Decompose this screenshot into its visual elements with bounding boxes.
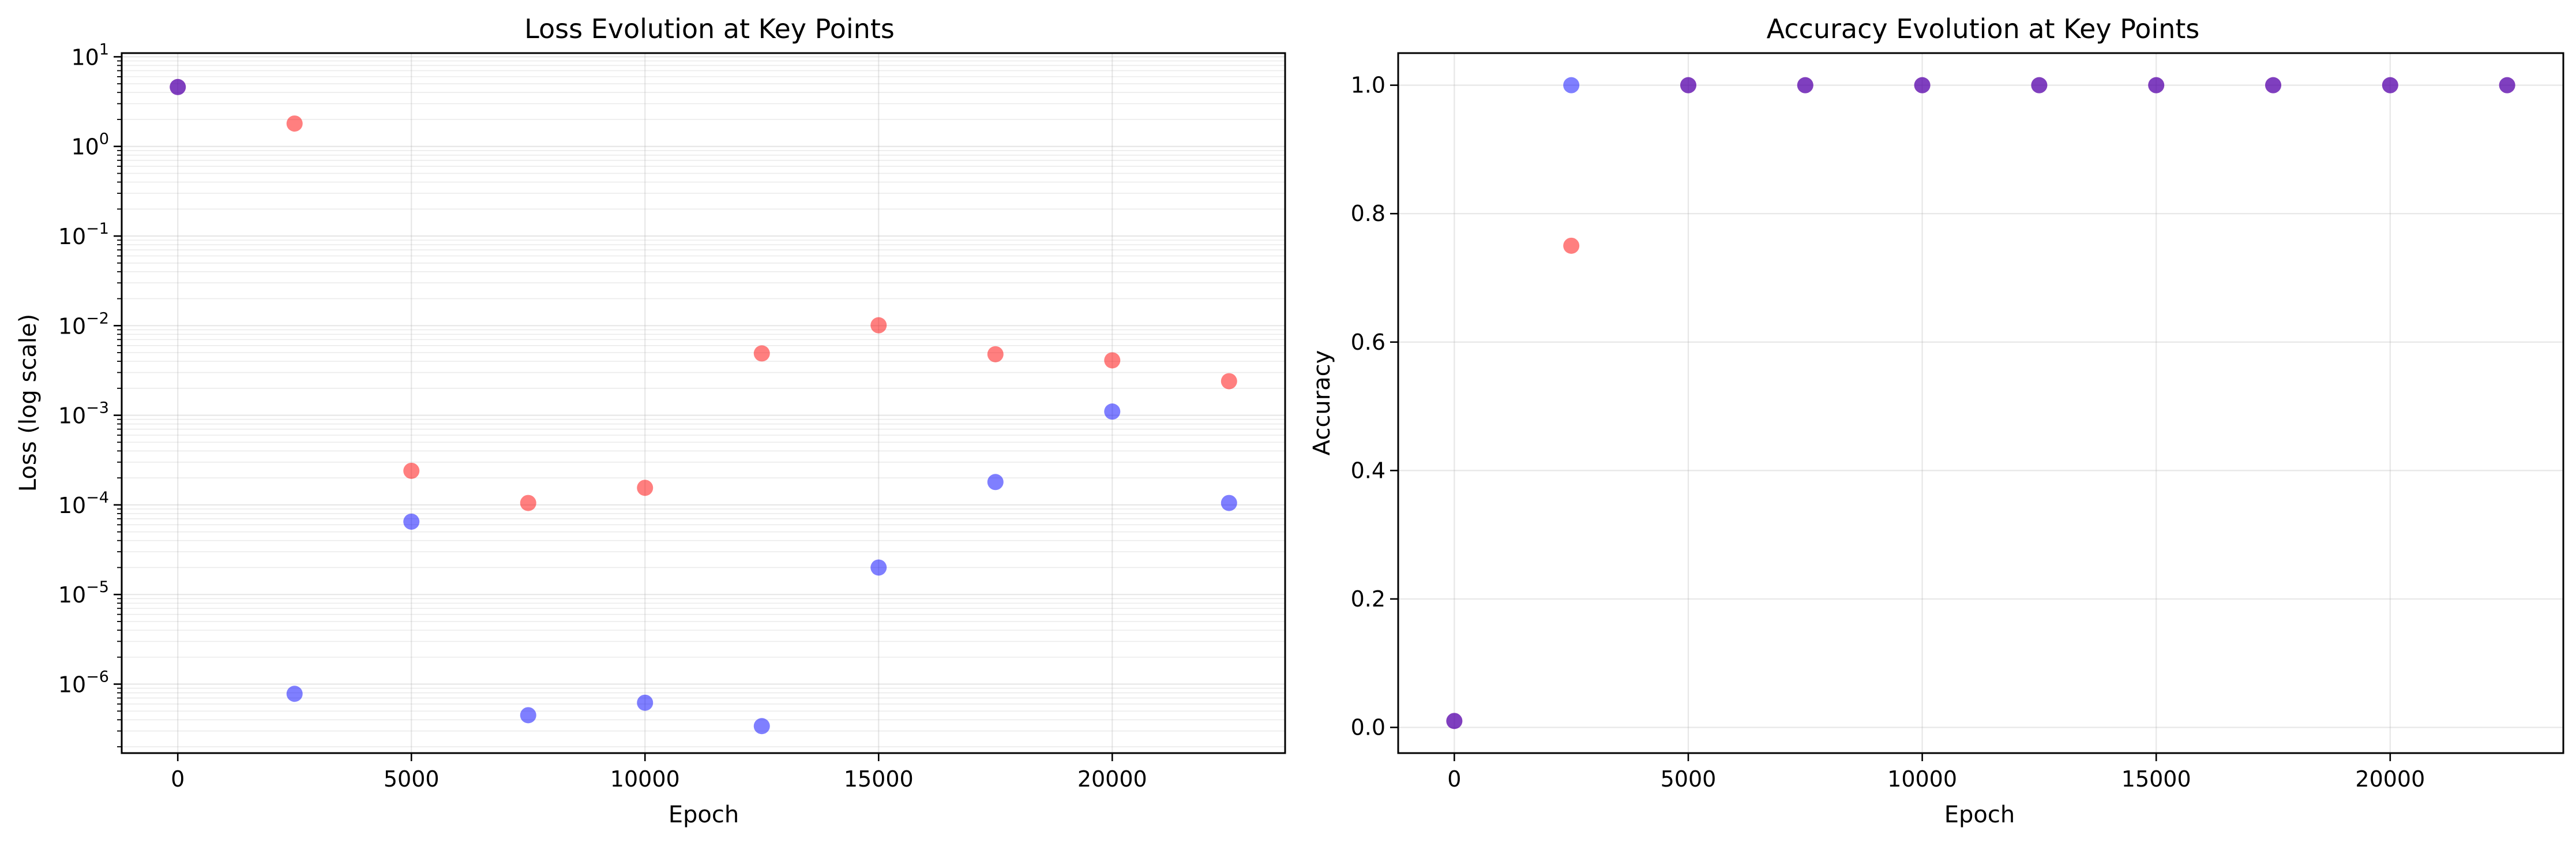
x-tick-label: 15000 xyxy=(844,766,914,792)
plot-frame xyxy=(1397,52,2564,754)
x-axis-label: Epoch xyxy=(1944,802,2015,828)
scatter-point xyxy=(1221,495,1237,511)
x-tick-label: 0 xyxy=(1447,766,1461,792)
y-tick-label: 101 xyxy=(71,40,109,70)
scatter-point xyxy=(2265,77,2282,93)
scatter-point xyxy=(1104,352,1121,369)
y-tick-label: 10−2 xyxy=(58,309,109,339)
y-tick-label: 10−4 xyxy=(58,489,109,518)
plot-frame xyxy=(121,52,1286,754)
scatter-point xyxy=(870,559,887,576)
y-tick-label: 10−3 xyxy=(58,399,109,429)
chart-title: Accuracy Evolution at Key Points xyxy=(1767,13,2200,44)
scatter-point xyxy=(753,718,770,735)
y-axis-label: Loss (log scale) xyxy=(15,314,42,492)
scatter-point xyxy=(2382,77,2398,93)
scatter-point xyxy=(1797,77,1813,93)
scatter-point xyxy=(403,462,420,479)
scatter-point xyxy=(520,707,536,724)
scatter-point xyxy=(637,694,654,711)
y-tick-label: 100 xyxy=(71,130,109,160)
y-tick-label: 10−5 xyxy=(58,578,109,608)
scatter-point xyxy=(2148,77,2165,93)
scatter-point xyxy=(2031,77,2048,93)
scatter-point xyxy=(1680,77,1696,93)
y-axis-label: Accuracy xyxy=(1309,350,1335,456)
y-tick-label: 1.0 xyxy=(1351,73,1385,98)
scatter-point xyxy=(2499,77,2515,93)
scatter-point xyxy=(403,513,420,530)
scatter-point xyxy=(286,686,303,702)
scatter-point xyxy=(170,78,186,95)
x-tick-label: 10000 xyxy=(610,766,680,792)
scatter-point xyxy=(637,480,654,496)
loss-chart: Loss Evolution at Key Points 0 5000 10000 1… xyxy=(15,13,1286,828)
scatter-point xyxy=(520,495,536,511)
accuracy-chart: Accuracy Evolution at Key Points 0 5000 10… xyxy=(1309,13,2564,828)
scatter-point xyxy=(1563,77,1580,93)
x-tick-label: 0 xyxy=(171,766,185,792)
scatter-point xyxy=(870,317,887,334)
chart-title: Loss Evolution at Key Points xyxy=(524,13,895,44)
y-tick-label: 0.0 xyxy=(1351,714,1385,740)
scatter-point xyxy=(753,345,770,362)
y-tick-label: 0.6 xyxy=(1351,330,1385,355)
scatter-point xyxy=(987,474,1004,491)
x-tick-label: 20000 xyxy=(1077,766,1147,792)
y-tick-label: 10−6 xyxy=(58,668,109,697)
scatter-point xyxy=(1563,237,1580,254)
x-tick-label: 15000 xyxy=(2121,766,2191,792)
y-tick-label: 10−1 xyxy=(58,220,109,249)
scatter-point xyxy=(1104,403,1121,420)
x-axis-label: Epoch xyxy=(669,802,739,828)
scatter-point xyxy=(987,346,1004,362)
y-tick-label: 0.2 xyxy=(1351,586,1385,612)
x-tick-label: 20000 xyxy=(2355,766,2425,792)
scatter-point xyxy=(286,115,303,132)
scatter-point xyxy=(1446,713,1463,729)
scatter-point xyxy=(1914,77,1931,93)
x-tick-label: 5000 xyxy=(384,766,440,792)
y-tick-label: 0.4 xyxy=(1351,458,1385,483)
x-tick-label: 10000 xyxy=(1887,766,1957,792)
x-tick-label: 5000 xyxy=(1661,766,1717,792)
scatter-point xyxy=(1221,373,1237,390)
y-tick-label: 0.8 xyxy=(1351,201,1385,226)
